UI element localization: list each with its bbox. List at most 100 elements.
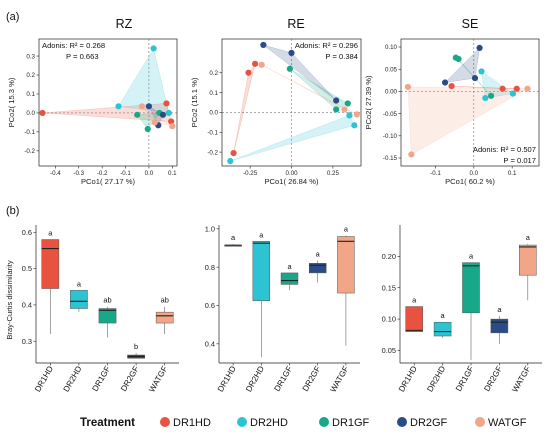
category-label: DR1GF [273, 365, 295, 394]
point-watgf [151, 119, 158, 126]
point-dr2gf [333, 97, 340, 104]
point-watgf [524, 85, 531, 92]
significance-label: a [287, 262, 292, 271]
legend-dot-dr1gf [319, 417, 329, 427]
pcoa-chart-rz: RZ -0.4 -0.3 -0.2 -0.1 0.0 0.1 -0.2 -0.1 0.0 0.1 0.… [7, 17, 178, 186]
legend-label-dr2hd: DR2HD [250, 417, 288, 429]
category-label: DR2GF [119, 365, 141, 394]
point-dr2hd [165, 109, 172, 117]
legend-dot-dr2gf [397, 417, 407, 427]
point-dr2hd [509, 90, 517, 97]
y-axis-label: Bray-Curtis dissimilarity [5, 260, 14, 340]
legend-title: Treatment [80, 417, 135, 429]
category-label: DR1GF [454, 365, 476, 394]
significance-label: b [134, 342, 138, 351]
y-tick-label: 0.4 [205, 339, 215, 348]
point-watgf [169, 123, 176, 130]
y-tick-label: 0.05 [385, 66, 398, 73]
significance-label: a [77, 279, 82, 288]
category-label: DR1HD [216, 364, 238, 393]
x-axis-label: PCo1( 26.84 %) [264, 177, 318, 186]
point-dr1hd [499, 85, 506, 92]
significance-label: a [259, 230, 264, 239]
significance-label: ab [161, 296, 169, 305]
y-tick-label: -0.2 [207, 149, 218, 156]
y-tick-label: 0.5 [22, 264, 32, 273]
point-watgf [353, 111, 360, 118]
y-tick-label: 0.0 [26, 110, 35, 117]
category-label: WATGF [510, 365, 532, 394]
category-label: DR1GF [91, 365, 113, 394]
y-tick-label: 0.1 [26, 91, 35, 98]
category-label: DR2HD [425, 364, 447, 393]
point-dr1hd [448, 82, 455, 90]
legend-dot-dr2hd [237, 417, 247, 427]
y-tick-label: 0.2 [26, 72, 35, 79]
point-dr1hd [513, 85, 520, 92]
adonis-r2-text: Adonis: R² = 0.268 [42, 41, 105, 50]
legend-dot-dr1hd [160, 417, 170, 427]
y-tick-label: -0.05 [383, 111, 398, 118]
hull-watgf [261, 64, 358, 115]
x-axis-label: PCo1( 60.2 %) [445, 177, 495, 186]
y-tick-label: 0.10 [385, 44, 398, 51]
x-tick-label: 0.1 [168, 170, 177, 177]
hull-dr1hd [233, 63, 256, 154]
category-label: WATGF [329, 365, 351, 394]
y-axis-label: PCo2( 27.39 %) [364, 75, 373, 129]
y-axis-label: PCo2( 15.3 %) [7, 77, 16, 127]
hull-watgf [141, 106, 173, 127]
chart-title: RZ [116, 17, 133, 31]
point-dr1hd [168, 118, 175, 125]
significance-label: a [497, 305, 502, 314]
point-dr1hd [230, 150, 237, 157]
y-tick-label: 0.3 [22, 337, 32, 346]
y-tick-label: 0.8 [205, 263, 215, 272]
point-watgf [258, 61, 265, 68]
point-dr2gf [260, 41, 267, 49]
hull-dr2gf [444, 47, 480, 83]
y-tick-label: 0.4 [22, 300, 32, 309]
significance-label: a [441, 311, 446, 320]
hull-dr1gf [289, 68, 349, 110]
category-label: DR2GF [482, 365, 504, 394]
x-tick-label: -0.3 [73, 170, 84, 177]
significance-label: a [344, 225, 349, 234]
point-dr1hd [163, 100, 170, 107]
x-tick-label: 0.1 [508, 170, 517, 177]
adonis-p-text: P = 0.384 [325, 52, 358, 61]
significance-label: ab [103, 296, 111, 305]
point-dr2hd [150, 45, 157, 52]
point-watgf [138, 103, 146, 110]
point-dr2hd [482, 94, 489, 102]
y-tick-label: -0.1 [24, 129, 35, 136]
box-watgf [155, 311, 174, 324]
x-tick-label: -0.4 [50, 170, 61, 177]
point-watgf [408, 151, 415, 158]
y-tick-label: 0.2 [209, 70, 218, 77]
category-label: DR1HD [33, 364, 55, 393]
significance-label: a [316, 249, 321, 258]
boxplot-chart-2: 0.4 0.6 0.8 1.0 a DR1HD a DR2HD a DR1GF a DR2GF a WAT… [205, 224, 360, 394]
point-watgf [341, 106, 348, 113]
point-dr2gf [471, 74, 479, 82]
point-dr1gf [455, 55, 462, 63]
y-tick-label: -0.1 [207, 129, 218, 136]
x-tick-label: -0.1 [120, 170, 131, 177]
y-tick-label: 0.6 [205, 301, 215, 310]
category-label: DR1HD [397, 364, 419, 393]
boxplot-chart-3: 0.05 0.10 0.15 0.20 a DR1HD a DR2HD a DR1GF a DR2GF… [382, 225, 542, 394]
y-tick-label: 0.15 [382, 283, 396, 292]
box-dr2gf [490, 318, 509, 334]
hull-watgf [407, 86, 529, 155]
chart-title: RE [287, 17, 304, 31]
adonis-p-text: P = 0.017 [503, 156, 536, 165]
plot-frame [400, 38, 540, 167]
adonis-r2-text: Adonis: R² = 0.296 [295, 41, 358, 50]
adonis-r2-text: Adonis: R² = 0.507 [473, 145, 536, 154]
category-label: WATGF [147, 365, 169, 394]
point-dr2hd [115, 103, 122, 110]
point-dr1hd [39, 109, 46, 117]
chart-title: SE [462, 17, 479, 31]
